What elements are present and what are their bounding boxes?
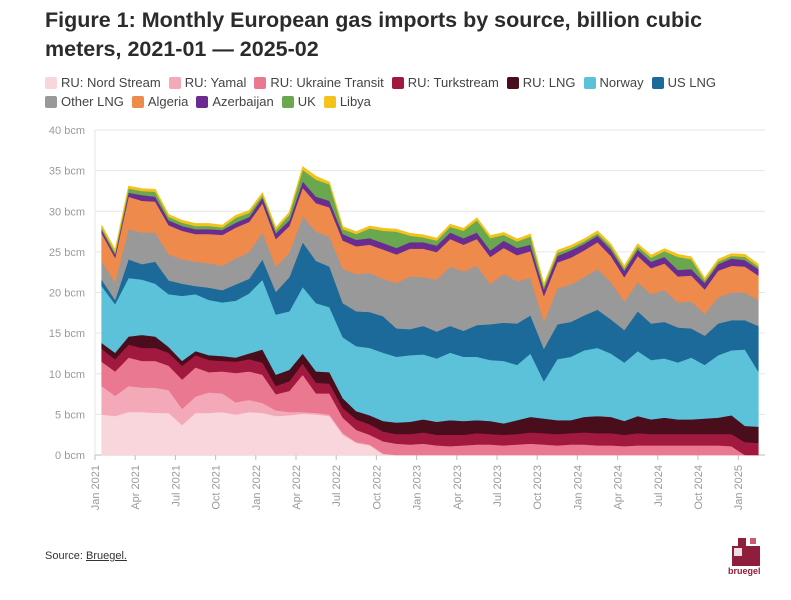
chart-legend: RU: Nord Stream RU: Yamal RU: Ukraine Tran… <box>45 74 780 110</box>
x-tick-label: Jul 2024 <box>653 465 665 507</box>
x-tick-label: Jan 2022 <box>251 465 263 510</box>
x-tick-label: Apr 2024 <box>613 465 625 510</box>
x-tick-label: Jan 2023 <box>412 465 424 510</box>
legend-swatch <box>45 95 57 108</box>
source-note: Source: Bruegel. <box>45 550 127 562</box>
y-tick-label: 10 bcm <box>49 369 85 381</box>
legend-item: Other LNG <box>45 93 124 110</box>
source-label: Source: <box>45 550 83 562</box>
legend-swatch <box>323 95 336 108</box>
legend-label: RU: Nord Stream <box>61 75 161 90</box>
y-tick-label: 35 bcm <box>49 166 85 178</box>
legend-item: Algeria <box>131 93 189 110</box>
legend-label: Norway <box>599 75 644 90</box>
y-tick-label: 15 bcm <box>49 328 85 340</box>
legend-label: RU: Yamal <box>184 75 247 90</box>
logo-text: bruegel <box>728 566 761 576</box>
legend-label: Azerbaijan <box>212 94 274 109</box>
area-series <box>101 166 759 287</box>
x-tick-label: Apr 2023 <box>452 465 464 510</box>
x-tick-label: Jul 2021 <box>170 465 182 507</box>
legend-swatch <box>506 76 519 89</box>
legend-item: RU: Ukraine Transit <box>254 74 384 91</box>
x-tick-label: Jan 2025 <box>733 465 745 510</box>
y-tick-label: 25 bcm <box>49 247 85 259</box>
x-tick-label: Apr 2021 <box>130 465 142 510</box>
legend-item: RU: LNG <box>506 74 576 91</box>
x-tick-label: Oct 2023 <box>532 465 544 510</box>
legend-item: Norway <box>583 74 644 91</box>
legend-item: RU: Nord Stream <box>45 74 161 91</box>
x-tick-label: Oct 2021 <box>211 465 223 510</box>
legend-label: Libya <box>339 94 371 109</box>
y-tick-label: 0 bcm <box>55 450 85 462</box>
x-tick-label: Oct 2024 <box>693 465 705 510</box>
legend-label: UK <box>297 94 316 109</box>
x-tick-label: Jul 2023 <box>492 465 504 507</box>
legend-swatch <box>196 95 209 108</box>
legend-swatch <box>391 76 404 89</box>
legend-item: RU: Yamal <box>168 74 247 91</box>
y-tick-label: 5 bcm <box>55 409 85 421</box>
source-link[interactable]: Bruegel. <box>85 550 127 562</box>
legend-label: Other LNG <box>61 94 124 109</box>
legend-swatch <box>45 76 57 89</box>
legend-label: RU: Turkstream <box>407 75 499 90</box>
legend-label: RU: LNG <box>522 75 576 90</box>
x-tick-label: Oct 2022 <box>371 465 383 510</box>
legend-label: RU: Ukraine Transit <box>270 75 384 90</box>
y-tick-label: 40 bcm <box>49 125 85 137</box>
legend-swatch <box>254 76 267 89</box>
legend-swatch <box>651 76 664 89</box>
legend-item: Azerbaijan <box>196 93 274 110</box>
legend-swatch <box>131 95 144 108</box>
legend-item: Libya <box>323 93 371 110</box>
legend-item: UK <box>281 93 316 110</box>
y-tick-label: 20 bcm <box>49 288 85 300</box>
legend-label: Algeria <box>147 94 189 109</box>
y-tick-label: 30 bcm <box>49 206 85 218</box>
legend-item: RU: Turkstream <box>391 74 499 91</box>
bruegel-logo-icon <box>732 538 760 566</box>
legend-swatch <box>281 95 294 108</box>
x-tick-label: Jul 2022 <box>331 465 343 507</box>
x-tick-label: Jan 2024 <box>572 465 584 510</box>
legend-item: US LNG <box>651 74 717 91</box>
chart-title: Figure 1: Monthly European gas imports b… <box>45 8 703 61</box>
legend-swatch <box>583 76 596 89</box>
legend-label: US LNG <box>667 75 717 90</box>
x-tick-label: Apr 2022 <box>291 465 303 510</box>
legend-swatch <box>168 76 181 89</box>
x-tick-label: Jan 2021 <box>90 465 102 510</box>
